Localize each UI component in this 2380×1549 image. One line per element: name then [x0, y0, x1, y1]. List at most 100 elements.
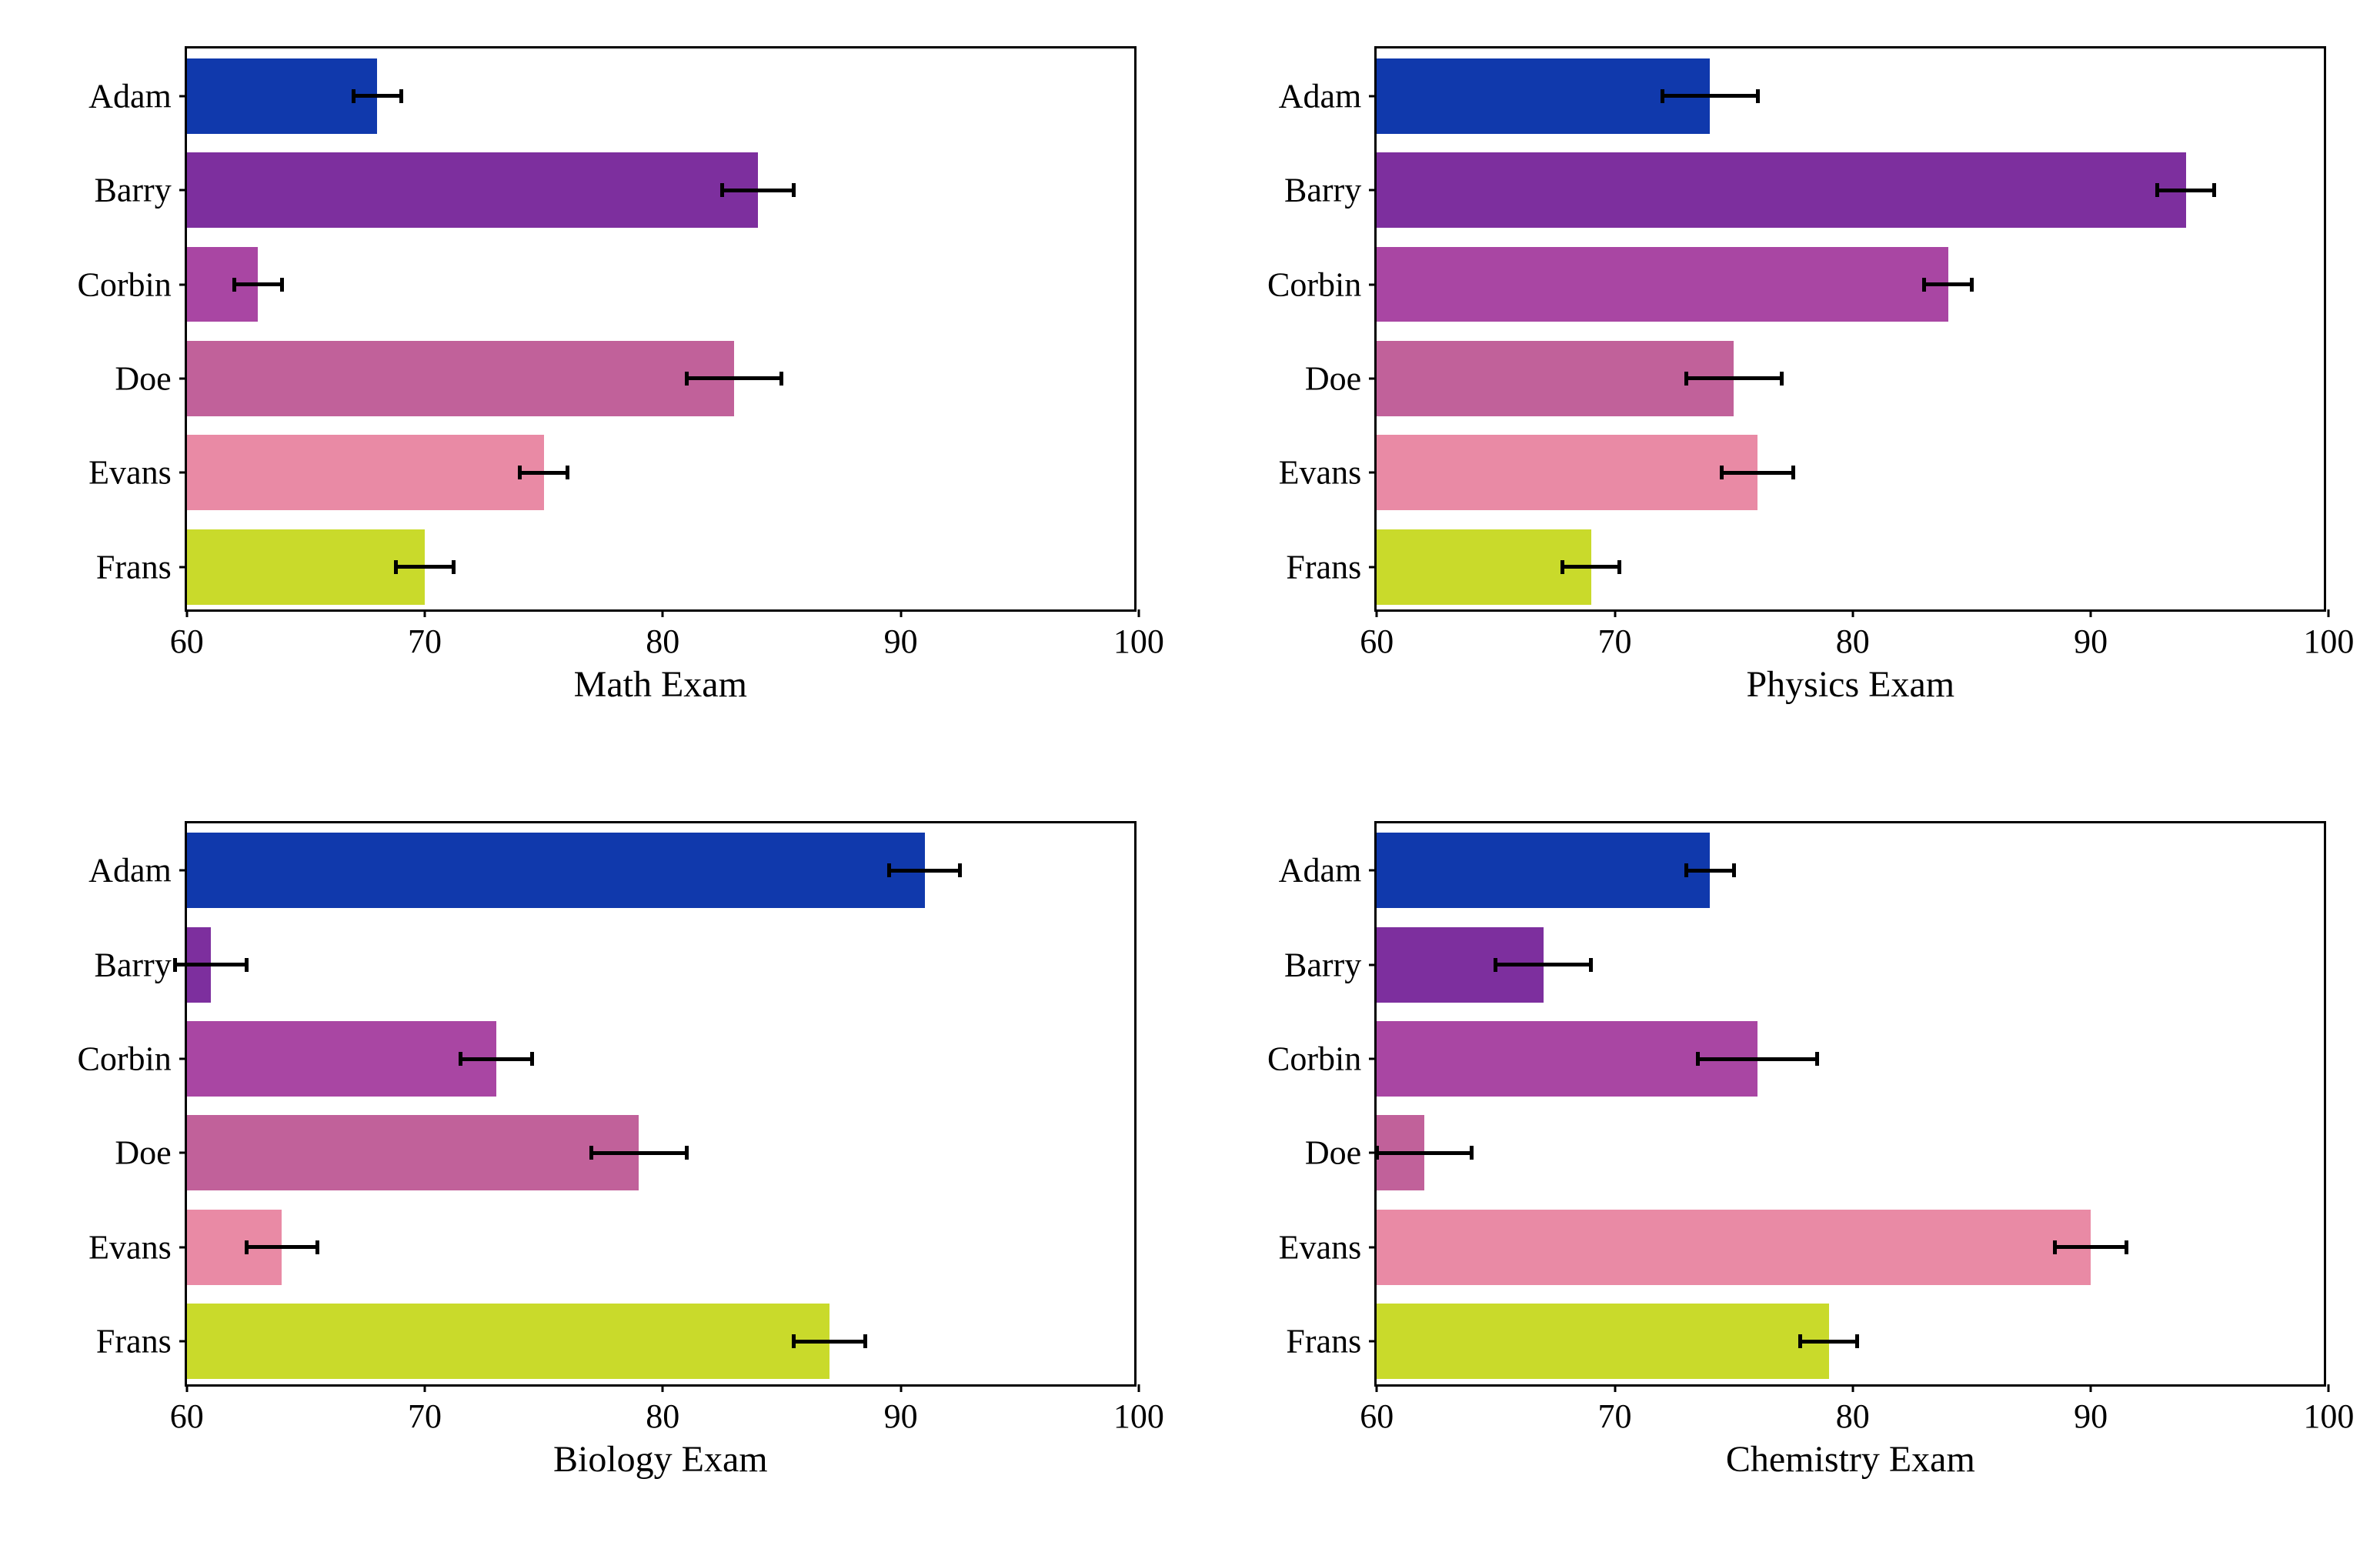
plot-area-physics: AdamBarryCorbinDoeEvansFrans60708090100P…	[1374, 46, 2326, 612]
xtick-label: 60	[1360, 1384, 1394, 1436]
errorbar	[793, 1340, 865, 1344]
ytick-label: Frans	[1286, 1322, 1377, 1361]
errorbar-cap	[1732, 863, 1736, 877]
xtick-label: 60	[170, 609, 204, 661]
xtick-label: 70	[408, 609, 442, 661]
ytick-label: Frans	[96, 1322, 187, 1361]
ytick-label: Corbin	[77, 1040, 186, 1079]
ytick-label: Doe	[1305, 359, 1377, 398]
xtick-label: 80	[1836, 1384, 1870, 1436]
errorbar-cap	[1970, 278, 1974, 292]
errorbar-cap	[245, 958, 249, 972]
errorbar	[1924, 282, 1972, 286]
errorbar	[520, 471, 568, 475]
subplot-grid: Adam Barry Corbin Doe Evans Frans 60 70 80 90 100 M…	[0, 0, 2380, 1549]
errorbar	[460, 1057, 532, 1061]
xlabel-math: Math Exam	[574, 663, 747, 706]
bar-biology-doe	[187, 1115, 639, 1190]
panel-biology: AdamBarryCorbinDoeEvansFrans60708090100B…	[0, 775, 1190, 1549]
errorbar-cap	[1684, 863, 1688, 877]
bar-physics-frans	[1377, 529, 1591, 605]
errorbar	[1722, 471, 1794, 475]
bar-physics-doe	[1377, 341, 1734, 416]
errorbar-cap	[173, 958, 177, 972]
errorbar-cap	[958, 863, 962, 877]
ytick-label: Evans	[88, 453, 187, 492]
bar-physics-barry	[1377, 152, 2186, 228]
bar-biology-corbin	[187, 1021, 496, 1097]
ytick-label: Doe	[115, 359, 186, 398]
xtick-label: 90	[884, 609, 918, 661]
xtick-label: 80	[1836, 609, 1870, 661]
xlabel-biology: Biology Exam	[553, 1438, 768, 1481]
errorbar-cap	[1798, 1334, 1802, 1348]
bar-biology-adam	[187, 833, 925, 908]
errorbar-cap	[1922, 278, 1926, 292]
errorbar-cap	[863, 1334, 867, 1348]
errorbar	[1686, 869, 1734, 873]
errorbar-cap	[280, 278, 284, 292]
xtick-label: 100	[1113, 609, 1164, 661]
xtick-label: 80	[646, 1384, 679, 1436]
errorbar-cap	[1756, 89, 1760, 103]
errorbar	[1698, 1057, 1818, 1061]
errorbar	[246, 1245, 318, 1249]
errorbar-cap	[779, 372, 783, 386]
errorbar-cap	[2212, 183, 2216, 197]
bar-chemistry-frans	[1377, 1304, 1829, 1379]
bar-chemistry-adam	[1377, 833, 1710, 908]
errorbar-cap	[459, 1052, 462, 1066]
xtick-label: 60	[170, 1384, 204, 1436]
errorbar	[592, 1151, 687, 1155]
xtick-label: 70	[408, 1384, 442, 1436]
panel-math: AdamBarryCorbinDoeEvansFrans60708090100M…	[0, 0, 1190, 775]
bar-math-barry	[187, 152, 758, 228]
errorbar-cap	[1696, 1052, 1700, 1066]
errorbar	[175, 963, 246, 966]
errorbar-cap	[1684, 372, 1688, 386]
errorbar-cap	[2125, 1240, 2128, 1254]
errorbar-cap	[1791, 466, 1795, 479]
ytick-label: Corbin	[1267, 265, 1377, 304]
errorbar	[1562, 565, 1619, 569]
errorbar	[2158, 189, 2215, 192]
errorbar-cap	[232, 278, 236, 292]
xtick-label: 90	[884, 1384, 918, 1436]
errorbar-cap	[685, 372, 689, 386]
bar-math-frans	[187, 529, 425, 605]
xtick-label: 60	[1360, 609, 1394, 661]
errorbar	[353, 94, 401, 98]
errorbar-cap	[452, 560, 456, 574]
errorbar-cap	[2155, 183, 2159, 197]
ytick-label: Adam	[1279, 76, 1377, 115]
xlabel-chemistry: Chemistry Exam	[1726, 1438, 1975, 1481]
panel-chemistry: AdamBarryCorbinDoeEvansFrans60708090100C…	[1190, 775, 2380, 1549]
ytick-label: Barry	[95, 171, 187, 210]
errorbar	[686, 376, 782, 380]
xtick-label: 80	[646, 609, 679, 661]
xtick-label: 70	[1598, 1384, 1632, 1436]
ytick-label: Frans	[96, 547, 187, 586]
ytick-label: Evans	[88, 1227, 187, 1267]
errorbar	[1801, 1340, 1858, 1344]
figure: Adam Barry Corbin Doe Evans Frans 60 70 80 90 100 M…	[0, 0, 2380, 1549]
ytick-label: Adam	[88, 851, 187, 890]
ytick-label: Doe	[1305, 1133, 1377, 1173]
xtick-label: 100	[2303, 1384, 2354, 1436]
errorbar-cap	[1780, 372, 1784, 386]
errorbar	[235, 282, 282, 286]
plot-area-math: AdamBarryCorbinDoeEvansFrans60708090100M…	[185, 46, 1137, 612]
plot-area-biology: AdamBarryCorbinDoeEvansFrans60708090100B…	[185, 821, 1137, 1387]
bar-math-evans	[187, 435, 544, 510]
errorbar-cap	[566, 466, 569, 479]
errorbar-cap	[245, 1240, 249, 1254]
bar-biology-frans	[187, 1304, 829, 1379]
errorbar-cap	[1470, 1146, 1474, 1160]
ytick-label: Evans	[1279, 453, 1377, 492]
errorbar-cap	[792, 183, 796, 197]
errorbar-cap	[315, 1240, 319, 1254]
errorbar	[2055, 1245, 2127, 1249]
xtick-label: 90	[2074, 609, 2108, 661]
xtick-label: 100	[2303, 609, 2354, 661]
ytick-label: Frans	[1286, 547, 1377, 586]
